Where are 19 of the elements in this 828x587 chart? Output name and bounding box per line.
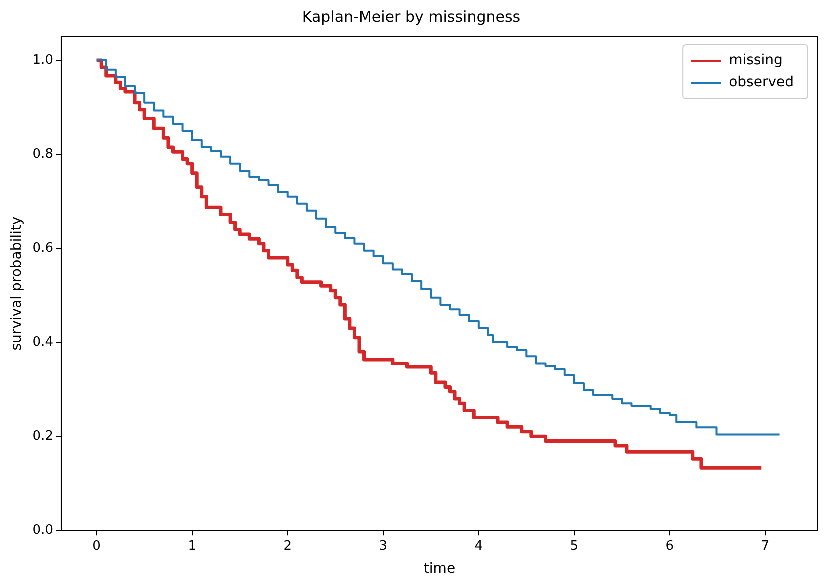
- legend-label: missing: [729, 52, 783, 69]
- x-tick-label: 6: [666, 538, 674, 554]
- y-tick-label: 0.8: [32, 146, 54, 162]
- legend-label: observed: [729, 74, 794, 91]
- x-tick-label: 4: [474, 538, 484, 554]
- y-tick-label: 1.0: [32, 52, 54, 68]
- chart-title: Kaplan-Meier by missingness: [302, 8, 521, 26]
- x-tick-label: 3: [379, 538, 388, 554]
- x-axis-title: time: [424, 561, 456, 578]
- x-tick-label: 2: [284, 538, 292, 554]
- x-tick-label: 7: [761, 538, 770, 554]
- y-axis-title: survival probability: [9, 216, 26, 351]
- y-tick-label: 0.0: [32, 522, 54, 538]
- x-tick-label: 1: [188, 538, 196, 554]
- y-tick-label: 0.4: [32, 334, 54, 350]
- x-tick-label: 0: [92, 538, 101, 554]
- y-tick-label: 0.6: [32, 240, 54, 256]
- x-tick-label: 5: [570, 538, 579, 554]
- y-tick-label: 0.2: [32, 428, 54, 444]
